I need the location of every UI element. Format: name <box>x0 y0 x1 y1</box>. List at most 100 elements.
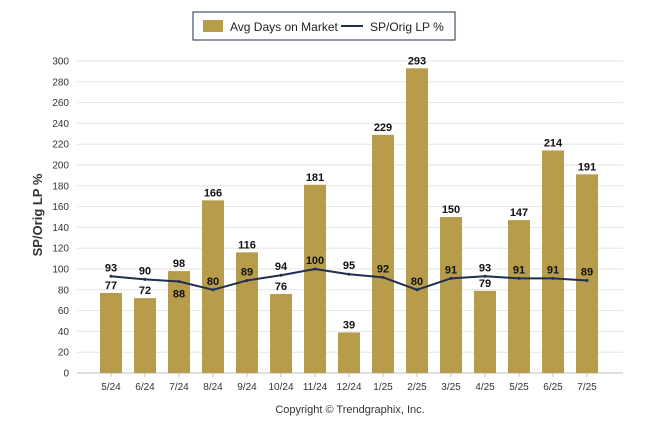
y-tick-label: 300 <box>52 57 69 68</box>
line-point <box>415 288 419 292</box>
line-point <box>381 275 385 279</box>
x-tick-label: 4/25 <box>475 382 495 393</box>
bar-value-label: 150 <box>442 204 460 216</box>
x-tick-label: 3/25 <box>441 382 461 393</box>
line-point <box>517 276 521 280</box>
line-value-label: 94 <box>275 261 288 273</box>
y-tick-label: 280 <box>52 77 69 88</box>
y-tick-label: 120 <box>52 244 69 255</box>
copyright-text: Copyright © Trendgraphix, Inc. <box>275 404 424 416</box>
bar-value-label: 293 <box>408 55 426 67</box>
y-tick-label: 200 <box>52 161 69 172</box>
y-tick-label: 0 <box>63 369 69 380</box>
x-tick-label: 6/24 <box>135 382 155 393</box>
bar <box>202 200 224 373</box>
y-tick-label: 240 <box>52 119 69 130</box>
bar-value-label: 181 <box>306 172 324 184</box>
y-tick-label: 260 <box>52 98 69 109</box>
x-tick-label: 11/24 <box>303 382 328 393</box>
bar-value-label: 76 <box>275 281 287 293</box>
y-tick-label: 220 <box>52 140 69 151</box>
y-tick-label: 140 <box>52 223 69 234</box>
line-point <box>483 274 487 278</box>
bar <box>372 134 394 373</box>
y-tick-label: 60 <box>58 306 70 317</box>
bar-value-label: 79 <box>479 278 491 290</box>
x-tick-label: 10/24 <box>268 382 293 393</box>
line-value-label: 80 <box>207 276 219 288</box>
legend-frame <box>192 11 456 41</box>
line-series <box>109 267 589 292</box>
bar-value-label: 39 <box>343 319 355 331</box>
x-tick-label: 7/25 <box>577 382 597 393</box>
line-value-label: 91 <box>547 264 559 276</box>
line-point <box>585 278 589 282</box>
y-tick-label: 180 <box>52 181 69 192</box>
y-tick-label: 20 <box>58 348 70 359</box>
bar <box>304 184 326 373</box>
y-tick-label: 40 <box>58 327 70 338</box>
x-axis-ticks: 5/24 6/24 7/24 8/24 9/24 10/24 11/24 12/24 1/25 2… <box>101 373 597 393</box>
bar <box>168 271 190 373</box>
x-tick-label: 5/25 <box>509 382 529 393</box>
line-point <box>551 276 555 280</box>
line-point <box>245 278 249 282</box>
legend: Avg Days on Market SP/Orig LP % <box>192 11 456 41</box>
y-axis-title: SP/Orig LP % <box>30 173 45 256</box>
data-labels: 77 93 72 90 98 88 166 80 116 89 76 94 181 100 39 95 229 9… <box>105 55 596 331</box>
line-point <box>211 288 215 292</box>
line-point <box>279 273 283 277</box>
line-value-label: 95 <box>343 260 355 272</box>
line-point <box>449 276 453 280</box>
legend-bar-swatch <box>203 20 223 32</box>
line-value-label: 100 <box>306 255 324 267</box>
x-tick-label: 1/25 <box>373 382 393 393</box>
bar <box>338 332 360 373</box>
line-value-label: 93 <box>479 262 491 274</box>
line-value-label: 80 <box>411 276 423 288</box>
line-value-label: 88 <box>173 288 185 300</box>
x-tick-label: 2/25 <box>407 382 427 393</box>
bar <box>406 68 428 373</box>
bar <box>542 150 564 373</box>
line-point <box>177 279 181 283</box>
line-value-label: 89 <box>581 266 593 278</box>
x-tick-label: 8/24 <box>203 382 223 393</box>
bar-value-label: 72 <box>139 285 151 297</box>
bar-value-label: 116 <box>238 239 256 251</box>
bar <box>474 290 496 373</box>
bars <box>100 68 598 373</box>
bar-value-label: 166 <box>204 187 222 199</box>
bar-value-label: 98 <box>173 258 185 270</box>
line-value-label: 92 <box>377 263 389 275</box>
bar <box>100 292 122 373</box>
bar <box>270 293 292 373</box>
x-tick-label: 6/25 <box>543 382 563 393</box>
x-tick-label: 7/24 <box>169 382 189 393</box>
bar-value-label: 214 <box>544 137 563 149</box>
bar <box>576 174 598 373</box>
line-point <box>347 272 351 276</box>
bar-value-label: 229 <box>374 122 392 134</box>
x-tick-label: 12/24 <box>336 382 361 393</box>
line-point <box>109 274 113 278</box>
line-value-label: 90 <box>139 265 151 277</box>
bar-value-label: 191 <box>578 161 596 173</box>
line-point <box>313 267 317 271</box>
y-tick-label: 80 <box>58 285 70 296</box>
y-tick-label: 100 <box>52 265 69 276</box>
line-value-label: 91 <box>445 264 457 276</box>
line-value-label: 91 <box>513 264 525 276</box>
bar-value-label: 77 <box>105 280 117 292</box>
bar <box>440 217 462 373</box>
line-point <box>143 277 147 281</box>
line-value-label: 93 <box>105 262 117 274</box>
y-tick-label: 160 <box>52 202 69 213</box>
bar <box>134 298 156 373</box>
legend-line-label: SP/Orig LP % <box>370 20 444 34</box>
line-value-label: 89 <box>241 266 253 278</box>
x-tick-label: 5/24 <box>101 382 121 393</box>
x-tick-label: 9/24 <box>237 382 257 393</box>
